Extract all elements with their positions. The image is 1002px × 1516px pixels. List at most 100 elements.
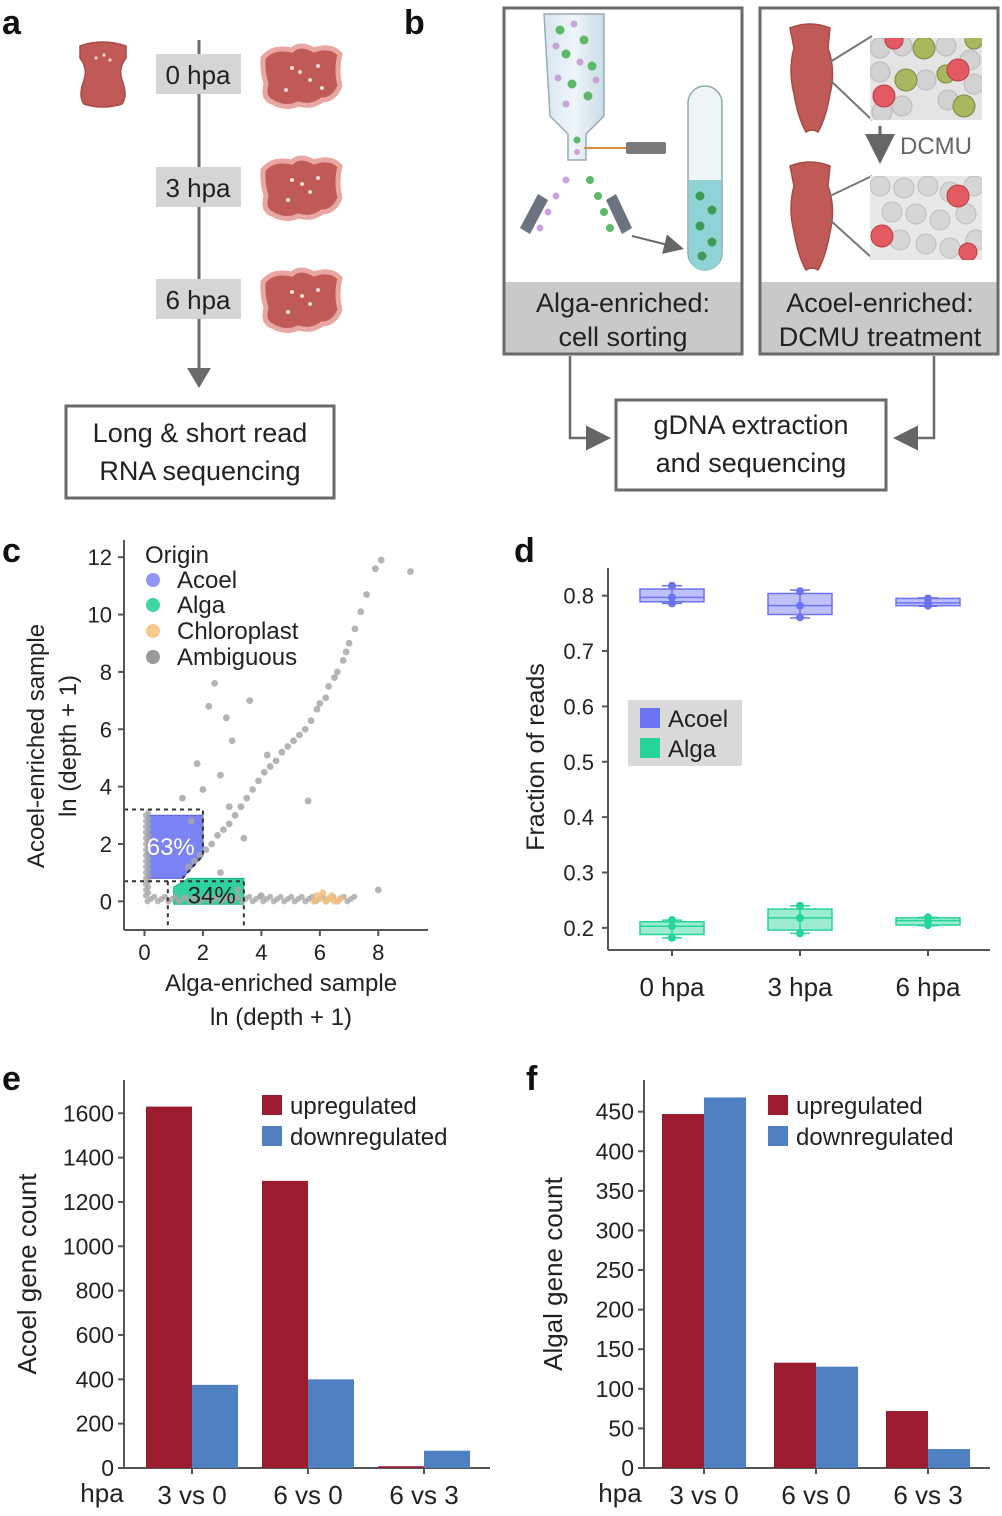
timepoint-label: 6 hpa [165,285,231,315]
scatter-point-ambiguous [196,852,204,859]
scatter-point-ambiguous [316,700,324,707]
scatter-point-ambiguous [228,737,236,745]
scatter-point-ambiguous [246,893,253,900]
scatter-point-chloroplast [310,897,318,905]
d-ytick-label: 0.5 [563,750,594,775]
bar-xtick-label: 6 vs 0 [273,1480,342,1510]
scatter-point-ambiguous [371,565,379,573]
c-xlabel-line1: Alga-enriched sample [165,970,397,997]
bar-downregulated [308,1379,354,1468]
scatter-point-ambiguous [307,717,315,725]
scatter-point-ambiguous [172,893,179,900]
bar-downregulated [424,1450,470,1468]
bar-ytick-label: 0 [101,1455,114,1481]
gdna-box [614,398,888,492]
box-point-acoel [796,601,804,610]
scatter-point-ambiguous [374,886,382,894]
scatter-point-ambiguous [351,893,358,900]
legend-chloroplast: Chloroplast [177,618,299,645]
box-point-alga [796,913,804,922]
dcmu-caption-bg [761,282,997,353]
bar-upregulated [378,1466,424,1468]
scatter-point-ambiguous [298,893,305,900]
d-ytick-label: 0.3 [563,860,594,885]
bar-xlabel: hpa [80,1478,124,1508]
box-point-acoel [668,599,676,608]
legend-swatch-chloroplast [146,624,160,638]
scatter-point-chloroplast [313,892,321,899]
bar-xtick-label: 6 vs 3 [389,1480,458,1510]
scatter-point-ambiguous [187,817,195,825]
scatter-point-ambiguous [351,625,359,633]
panel-letter-f: f [526,1060,538,1098]
scatter-point-ambiguous [284,743,292,750]
bar-legend-downregulated: downregulated [290,1124,447,1151]
bar-ytick-label: 1400 [63,1145,114,1171]
bar-downregulated [704,1097,746,1468]
timeline-arrowhead [187,368,211,388]
scatter-point-ambiguous [290,737,297,745]
scatter-point-ambiguous [193,760,201,768]
box-point-acoel [924,601,932,610]
scatter-point-ambiguous [313,705,321,713]
scatter-point-ambiguous [345,639,353,647]
scatter-point-ambiguous [225,893,232,900]
bar-ytick-label: 200 [596,1297,634,1323]
fragment-3hpa-icon [260,155,343,222]
scatter-point-ambiguous [190,857,198,865]
d-ytick-label: 0.2 [563,916,594,941]
scatter-point-ambiguous [304,797,312,805]
scatter-point-ambiguous [322,694,330,702]
tp-bg-3 [156,167,241,207]
d-ytick-label: 0.7 [563,639,594,664]
c-xtick-label: 6 [314,940,326,965]
scatter-point-ambiguous [246,697,254,704]
bar-ytick-label: 1600 [63,1100,114,1126]
box-point-acoel [796,587,804,596]
scatter-point-ambiguous [217,869,224,877]
c-ylabel-line2: ln (depth + 1) [55,675,82,817]
d-legend-swatch-acoel [640,708,660,728]
acoel-worm-top-icon [789,23,873,134]
c-xtick-label: 8 [372,940,384,965]
bar-xtick-label: 6 vs 3 [893,1480,962,1510]
bar-legend-downregulated: downregulated [796,1124,953,1151]
panel-e-bar-chart: e 0 200 400 600 800 1000 1200 1400 1600 3 vs 0 6 v… [2,1060,490,1510]
tp-bg-0 [156,54,241,94]
scatter-point-ambiguous [331,674,338,682]
bar-upregulated [886,1410,928,1468]
bar-ytick-label: 400 [596,1138,634,1164]
scatter-point-ambiguous [234,886,242,894]
bar-legend-swatch-upregulated [768,1095,788,1115]
connector-right-arrow [893,356,936,451]
scatter-point-ambiguous [339,657,347,664]
scatter-point-ambiguous [208,840,216,848]
bar-ytick-label: 250 [596,1257,634,1283]
panel-b: b Alga-enriched: cell sorting Acoel-enri… [404,4,1000,492]
bar-downregulated [816,1366,858,1468]
bar-downregulated [928,1448,970,1468]
bar-ytick-label: 300 [596,1217,634,1243]
d-legend-alga: Alga [668,736,717,763]
bar-upregulated [662,1114,704,1468]
bar-ytick-label: 1000 [63,1233,114,1259]
scatter-point-ambiguous [272,757,280,765]
scatter-point-ambiguous [217,771,224,779]
scatter-point-ambiguous [288,893,295,900]
c-ytick-label: 8 [100,660,112,685]
scatter-point-ambiguous [182,893,189,900]
origin-legend-title: Origin [145,542,209,569]
box-point-alga [924,921,932,930]
cells-top-icon [870,38,982,120]
dcmu-label: DCMU [900,133,972,160]
legend-swatch-alga [146,598,160,612]
scatter-point-ambiguous [243,794,251,802]
panel-f-bar-chart: f 0 50 100 150 200 250 300 350 400 450 3 vs 0 6 vs … [526,1060,990,1510]
box-point-acoel [668,593,676,602]
scatter-point-ambiguous [193,893,200,900]
panel-letter-a: a [2,4,22,42]
box-point-acoel [668,581,676,590]
panel-letter-e: e [2,1060,21,1098]
scatter-point-ambiguous [211,679,219,687]
